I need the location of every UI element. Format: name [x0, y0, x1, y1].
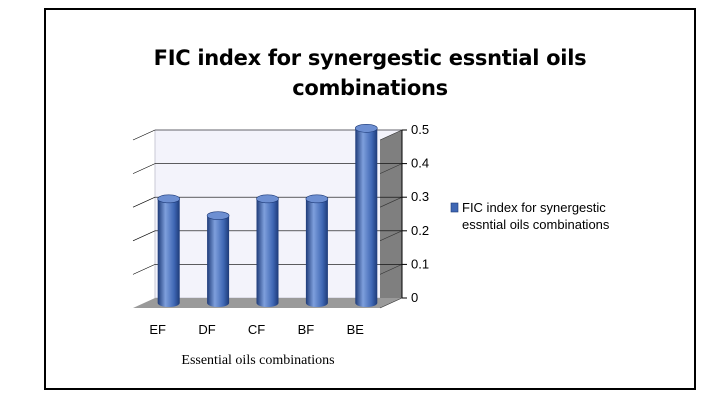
- bar-BF: [305, 194, 329, 307]
- side-wall: [380, 130, 402, 308]
- x-tick-label-BE: BE: [347, 322, 365, 337]
- gridline-side: [379, 264, 403, 275]
- bar-EF: [157, 194, 180, 307]
- gridline-side: [379, 196, 403, 208]
- legend-label-line-2: essntial oils combinations: [462, 217, 610, 232]
- bar-top: [157, 194, 180, 204]
- x-tick-label-CF: CF: [248, 322, 265, 337]
- x-axis-label: Essential oils combinations: [181, 353, 334, 368]
- bar-body: [305, 198, 328, 307]
- bar-top: [206, 211, 230, 220]
- gridline-side: [379, 163, 403, 174]
- gridline-side: [379, 297, 403, 309]
- x-tick-label-DF: DF: [198, 322, 215, 337]
- x-tick-label-BF: BF: [298, 322, 315, 337]
- gridline-left: [132, 196, 156, 208]
- gridline-left: [132, 129, 156, 141]
- bar-top: [305, 194, 329, 204]
- bar-body: [157, 198, 180, 307]
- y-tick-label: 0.3: [411, 189, 429, 204]
- gridline-left: [132, 163, 156, 174]
- x-tick-label-EF: EF: [149, 322, 166, 337]
- chart-title-line-2: combinations: [292, 76, 448, 100]
- y-tick-label: 0.5: [411, 122, 429, 137]
- gridline-side: [379, 230, 403, 242]
- bar-body: [355, 128, 378, 307]
- y-tick-label: 0: [411, 290, 418, 305]
- bar-body: [207, 215, 230, 307]
- bar-top: [256, 194, 279, 204]
- chart-title-line-1: FIC index for synergestic essntial oils: [153, 46, 587, 70]
- gridline-left: [132, 230, 156, 242]
- bar-DF: [206, 211, 230, 307]
- legend-label-line-1: FIC index for synergestic: [462, 200, 606, 215]
- bar-CF: [256, 194, 279, 307]
- bar-top: [354, 123, 378, 133]
- legend-swatch: [450, 202, 459, 213]
- bar-BE: [354, 123, 378, 307]
- gridline-side: [379, 129, 403, 141]
- gridline-left: [132, 264, 156, 275]
- y-tick-label: 0.4: [411, 156, 429, 171]
- y-tick-label: 0.2: [411, 223, 429, 238]
- bar-body: [256, 198, 279, 307]
- y-tick-label: 0.1: [411, 256, 429, 271]
